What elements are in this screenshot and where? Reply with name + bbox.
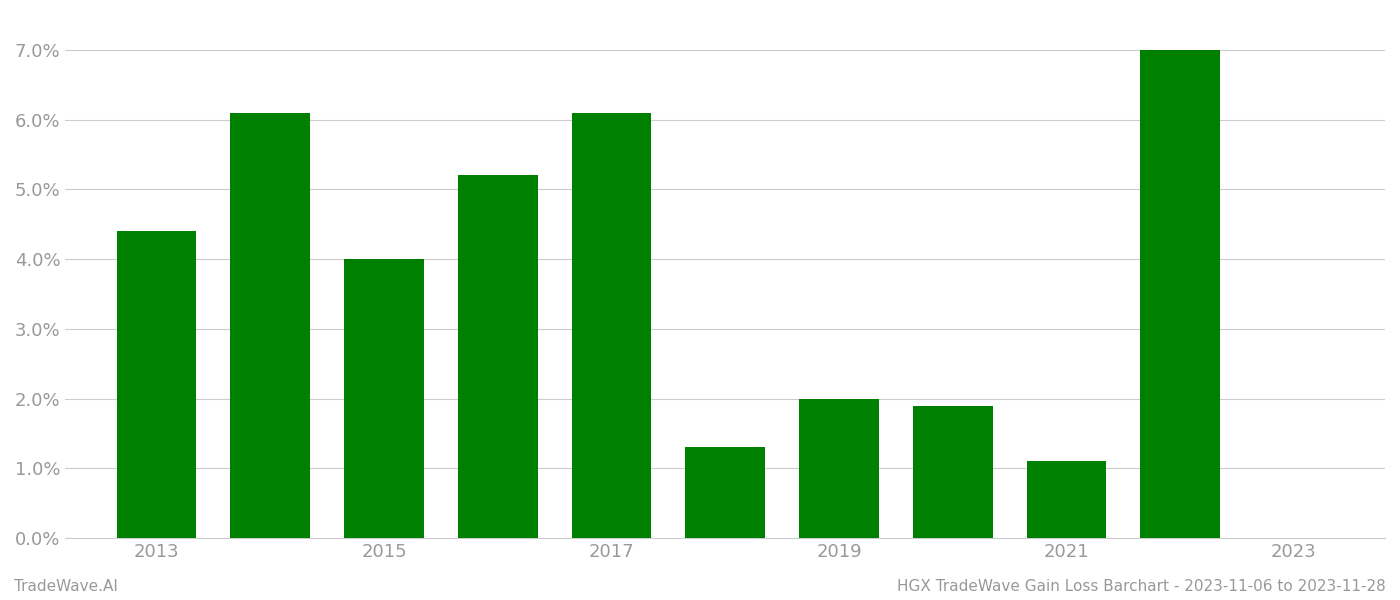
Bar xyxy=(1026,461,1106,538)
Bar xyxy=(799,398,879,538)
Text: HGX TradeWave Gain Loss Barchart - 2023-11-06 to 2023-11-28: HGX TradeWave Gain Loss Barchart - 2023-… xyxy=(897,579,1386,594)
Bar xyxy=(913,406,993,538)
Bar xyxy=(344,259,424,538)
Bar xyxy=(458,175,538,538)
Bar xyxy=(231,113,309,538)
Bar xyxy=(1141,50,1219,538)
Bar xyxy=(116,231,196,538)
Bar xyxy=(571,113,651,538)
Text: TradeWave.AI: TradeWave.AI xyxy=(14,579,118,594)
Bar xyxy=(686,448,764,538)
